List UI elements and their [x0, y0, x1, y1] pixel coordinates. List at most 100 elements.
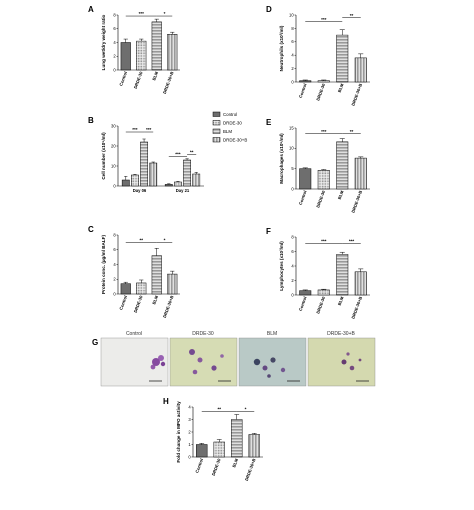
micrograph-label: BLM	[267, 331, 277, 337]
bar-drde-30	[131, 174, 139, 187]
micrograph-label: DRDE-30+B	[327, 331, 355, 337]
category-label: Control	[194, 458, 204, 474]
bar-blm	[151, 21, 162, 71]
y-axis-label: Lung wet/dry weight ratio	[101, 14, 106, 70]
bar-drde-30-b	[354, 57, 367, 83]
category-label: BLM	[151, 294, 159, 305]
panel-letter-a: A	[88, 5, 94, 14]
y-tick-label: 0	[291, 186, 294, 191]
y-tick-label: 5	[291, 166, 294, 171]
y-tick-label: 0	[188, 454, 191, 459]
stained-cell	[211, 365, 217, 371]
y-axis-label: Macrophages (x10⁵/ml)	[279, 133, 284, 184]
legend-entry: BLM	[223, 129, 232, 134]
chart-d: D 0 2 4 6 8 10 Neutrophils (x10³/ml) Control DRDE…	[266, 5, 370, 107]
micrograph-label: DRDE-30	[192, 331, 214, 337]
y-tick-label: 4	[291, 53, 294, 58]
y-tick-label: 0	[113, 291, 116, 296]
category-label: BLM	[337, 82, 345, 93]
y-tick-label: 0	[291, 79, 294, 84]
stained-cell	[349, 365, 355, 371]
panel-letter-b: B	[88, 116, 94, 125]
stained-cell	[270, 357, 276, 363]
group-label: Day 21	[176, 188, 190, 193]
y-tick-label: 2	[291, 278, 294, 283]
significance-label: ***	[349, 239, 355, 244]
bar-drde-30	[174, 181, 182, 187]
significance-label: ***	[132, 127, 138, 132]
stained-cell	[152, 358, 160, 366]
category-label: BLM	[231, 457, 239, 468]
significance-label: ***	[146, 127, 152, 132]
bar-blm	[151, 255, 162, 295]
y-tick-label: 6	[113, 26, 116, 31]
panel-letter-e: E	[266, 118, 272, 127]
category-label: Control	[298, 190, 308, 206]
bar-drde-30	[317, 289, 330, 296]
bar-control	[299, 80, 312, 83]
y-tick-label: 3	[188, 417, 191, 422]
y-tick-label: 6	[291, 249, 294, 254]
category-label: DRDE-30+B	[244, 458, 257, 482]
panel-letter-f: F	[266, 227, 271, 236]
y-tick-label: 0	[113, 67, 116, 72]
significance-label: *	[164, 238, 166, 243]
bar-drde-30	[317, 170, 330, 190]
y-tick-label: 6	[113, 247, 116, 252]
bar-blm	[336, 254, 349, 296]
stained-cell	[158, 355, 164, 361]
panel-letter-h: H	[163, 397, 169, 406]
category-label: DRDE-30	[315, 295, 326, 314]
y-tick-label: 8	[291, 234, 294, 239]
micrograph-drde-30-b: DRDE-30+B	[307, 331, 376, 387]
significance-label: ***	[321, 17, 327, 22]
y-tick-label: 10	[289, 146, 294, 151]
stained-cell	[346, 352, 350, 356]
micrograph-blm: BLM	[238, 331, 307, 387]
bar-control	[120, 283, 131, 295]
legend-swatch	[212, 120, 221, 126]
category-label: DRDE-30	[133, 294, 144, 313]
chart-h: H 0 1 2 3 4 Fold change in MPO activity Control…	[163, 397, 263, 482]
y-tick-label: 8	[291, 26, 294, 31]
stained-cell	[341, 359, 347, 365]
bar-control	[120, 42, 131, 71]
stained-cell	[197, 357, 203, 363]
y-tick-label: 2	[291, 66, 294, 71]
significance-label: ***	[321, 239, 327, 244]
bar-blm	[183, 159, 191, 187]
panel-letter-d: D	[266, 5, 272, 14]
stained-cell	[220, 354, 224, 358]
bar-control	[299, 290, 312, 296]
y-tick-label: 4	[188, 404, 191, 409]
group-label: Day 06	[133, 188, 147, 193]
stained-cell	[160, 361, 166, 367]
y-tick-label: 10	[111, 163, 116, 168]
bar-drde-30-b	[192, 173, 201, 187]
stained-cell	[267, 374, 271, 378]
micrograph-drde-30: DRDE-30	[169, 331, 238, 387]
significance-label: *	[164, 11, 166, 16]
panel-letter-g: G	[92, 338, 98, 347]
y-tick-label: 8	[113, 232, 116, 237]
bar-drde-30	[317, 80, 330, 83]
category-label: DRDE-30	[315, 82, 326, 101]
stained-cell	[358, 358, 362, 362]
y-tick-label: 2	[188, 429, 191, 434]
legend-swatch	[212, 137, 221, 143]
category-label: BLM	[151, 70, 159, 81]
legend-entry: DRDE-30+B	[223, 137, 247, 142]
category-label: Control	[118, 71, 128, 87]
y-tick-label: 0	[113, 183, 116, 188]
bar-drde-30-b	[354, 157, 367, 190]
category-label: DRDE-30+B	[162, 295, 175, 319]
bar-drde-30-b	[167, 34, 178, 71]
category-label: Control	[298, 83, 308, 99]
y-axis-label: Fold change in MPO activity	[176, 401, 181, 463]
y-tick-label: 2	[113, 277, 116, 282]
category-label: DRDE-30	[133, 70, 144, 89]
category-label: DRDE-30+B	[350, 83, 363, 107]
bar-drde-30-b	[354, 271, 367, 296]
significance-label: ***	[175, 152, 181, 157]
bar-blm	[336, 141, 349, 190]
